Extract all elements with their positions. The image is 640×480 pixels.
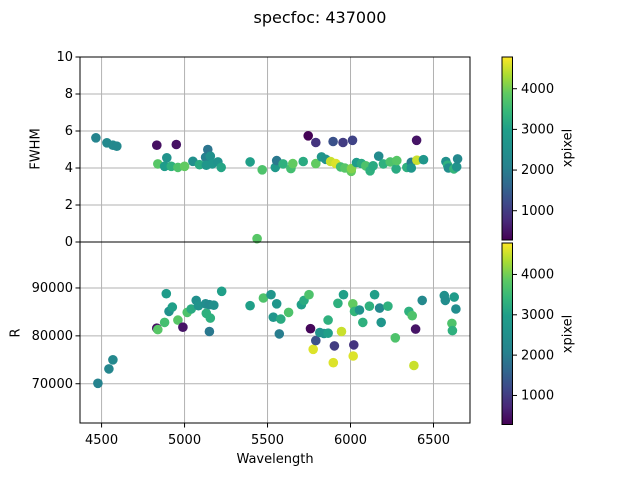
- colorbar-bottom-label: xpixel: [560, 314, 576, 354]
- top-panel-spines: [79, 56, 471, 243]
- svg-text:3000: 3000: [521, 308, 554, 323]
- svg-text:5500: 5500: [251, 433, 284, 448]
- bottom-panel-spines: [79, 241, 471, 424]
- svg-text:6000: 6000: [334, 433, 367, 448]
- bottom-panel-yticks: 70000 80000 90000: [32, 281, 80, 392]
- top-colorbar: 1000 2000 3000 4000: [501, 56, 554, 241]
- svg-text:80000: 80000: [32, 329, 73, 344]
- bottom-panel-grid: [80, 242, 470, 423]
- svg-text:4: 4: [65, 161, 73, 176]
- svg-text:5000: 5000: [168, 433, 201, 448]
- svg-text:1000: 1000: [521, 204, 554, 219]
- svg-text:2000: 2000: [521, 348, 554, 363]
- wavelength-axis-label: Wavelength: [236, 452, 314, 467]
- svg-text:70000: 70000: [32, 377, 73, 392]
- bottom-colorbar: 1000 2000 3000 4000: [501, 242, 554, 425]
- svg-text:8: 8: [65, 87, 73, 102]
- bottom-panel-xticks: 4500 5000 5500 6000 6500: [85, 423, 450, 448]
- figure-title: specfoc: 437000: [253, 8, 387, 27]
- svg-text:90000: 90000: [32, 281, 73, 296]
- svg-text:0: 0: [65, 235, 73, 250]
- svg-text:3000: 3000: [521, 123, 554, 138]
- svg-text:4000: 4000: [521, 82, 554, 97]
- svg-text:1000: 1000: [521, 389, 554, 404]
- colorbar-top-label: xpixel: [560, 128, 576, 168]
- svg-text:10: 10: [56, 50, 73, 65]
- svg-text:6500: 6500: [417, 433, 450, 448]
- svg-text:4000: 4000: [521, 268, 554, 283]
- top-panel-yticks: 0 2 4 6 8 10: [56, 50, 80, 250]
- bottom-panel-points: [93, 286, 461, 389]
- fwhm-axis-label: FWHM: [28, 128, 44, 170]
- top-panel-grid: [80, 57, 470, 242]
- r-axis-label: R: [8, 328, 24, 338]
- svg-text:6: 6: [65, 124, 73, 139]
- svg-text:4500: 4500: [85, 433, 118, 448]
- svg-text:2: 2: [65, 198, 73, 213]
- top-panel-points: [91, 131, 463, 244]
- svg-text:2000: 2000: [521, 163, 554, 178]
